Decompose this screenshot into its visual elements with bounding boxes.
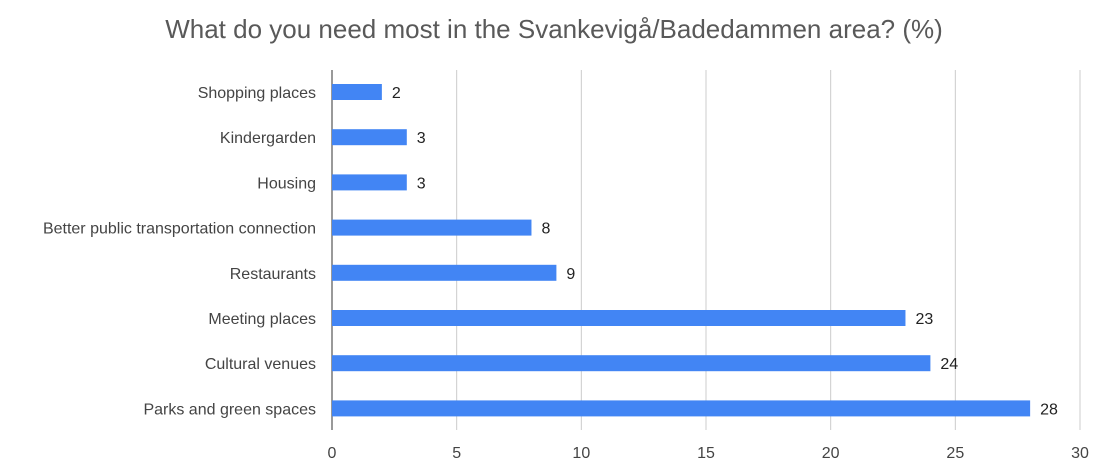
data-label: 28 [1040, 401, 1058, 418]
bar [332, 264, 557, 281]
bar [332, 129, 407, 146]
bar [332, 219, 532, 236]
bar [332, 174, 407, 191]
bar [332, 400, 1031, 417]
bar [332, 84, 382, 100]
x-tick-label: 10 [572, 445, 590, 462]
data-label: 24 [940, 356, 958, 373]
data-label: 3 [417, 175, 426, 192]
data-label: 3 [417, 130, 426, 147]
x-tick-label: 15 [697, 445, 715, 462]
x-tick-label: 5 [452, 445, 461, 462]
data-label: 23 [915, 311, 933, 328]
x-tick-label: 20 [822, 445, 840, 462]
category-label: Better public transportation connection [43, 221, 316, 238]
x-tick-label: 25 [946, 445, 964, 462]
category-label: Kindergarden [220, 130, 316, 147]
data-label: 9 [566, 266, 575, 283]
chart-title: What do you need most in the Svankevigå/… [165, 14, 943, 44]
bar [332, 310, 906, 326]
category-label: Restaurants [230, 266, 316, 283]
gridlines [331, 70, 1081, 430]
data-label: 2 [392, 85, 401, 102]
category-label: Parks and green spaces [143, 401, 316, 418]
category-label: Meeting places [208, 311, 316, 328]
category-label: Shopping places [198, 85, 316, 102]
bars [332, 84, 1031, 417]
bar [332, 355, 931, 372]
x-tick-label: 0 [328, 445, 337, 462]
data-label: 8 [541, 221, 550, 238]
x-tick-label: 30 [1071, 445, 1089, 462]
category-label: Housing [257, 175, 316, 192]
category-label: Cultural venues [205, 356, 316, 373]
labels: 0 5 10 15 20 25 30 Shopping places 2 Kindergarden… [43, 85, 1089, 462]
